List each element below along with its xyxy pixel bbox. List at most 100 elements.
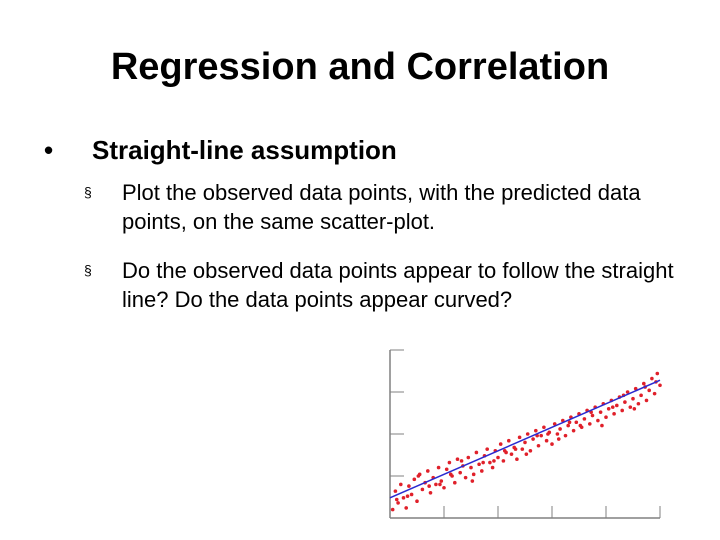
data-point <box>458 470 462 475</box>
data-point <box>523 440 527 445</box>
data-point <box>555 432 560 436</box>
data-point <box>632 407 637 411</box>
data-point <box>517 435 522 440</box>
data-point <box>623 400 627 404</box>
data-point <box>470 479 475 483</box>
data-point <box>396 501 400 505</box>
data-point <box>405 494 410 498</box>
data-point <box>625 390 630 394</box>
data-point <box>642 381 646 386</box>
data-point <box>390 507 395 512</box>
data-point <box>525 432 530 436</box>
data-point <box>598 410 603 414</box>
data-point <box>471 472 476 477</box>
section-sign-bullet-icon: § <box>84 184 92 200</box>
data-point <box>531 437 535 441</box>
data-point <box>496 455 500 460</box>
data-point <box>604 415 608 419</box>
data-point <box>578 423 583 428</box>
section-sign-bullet-icon: § <box>84 262 92 278</box>
data-point <box>633 386 638 391</box>
data-point <box>401 496 406 500</box>
data-point <box>490 465 495 470</box>
data-point <box>588 422 592 426</box>
data-point <box>574 420 579 425</box>
data-point <box>455 457 460 461</box>
data-point <box>658 383 662 388</box>
data-point <box>474 450 479 455</box>
scatter-plot <box>389 349 662 519</box>
data-point <box>571 428 576 433</box>
data-point <box>502 449 507 453</box>
data-point <box>606 407 611 411</box>
data-point <box>459 459 464 463</box>
data-point <box>488 460 492 465</box>
data-point <box>536 443 541 448</box>
data-point <box>404 506 408 510</box>
bullet-text: Straight-line assumption <box>92 135 397 165</box>
data-point <box>439 479 444 483</box>
data-point <box>610 405 615 409</box>
data-point <box>546 432 550 436</box>
data-point <box>636 401 641 406</box>
data-point <box>524 452 529 456</box>
data-point <box>644 398 649 403</box>
data-point <box>567 420 572 425</box>
data-point <box>481 460 485 465</box>
slide-title: Regression and Correlation <box>110 46 610 88</box>
data-point <box>463 475 468 480</box>
data-point <box>428 491 433 495</box>
data-point <box>420 487 425 492</box>
data-point <box>552 422 557 426</box>
data-point <box>412 477 417 482</box>
data-point <box>612 412 616 416</box>
data-point <box>492 459 496 463</box>
data-point <box>509 452 514 456</box>
data-point <box>615 403 619 408</box>
data-point <box>394 497 399 502</box>
data-point <box>556 437 561 441</box>
data-point <box>631 396 635 401</box>
data-point <box>513 447 518 451</box>
data-point <box>444 467 449 472</box>
data-point <box>639 393 643 398</box>
data-point <box>520 447 525 451</box>
data-point <box>427 484 431 488</box>
data-point <box>628 405 633 409</box>
data-point <box>416 474 421 478</box>
data-point <box>426 469 430 473</box>
data-point <box>501 459 506 463</box>
data-point <box>582 417 587 421</box>
data-point <box>409 492 414 497</box>
data-point <box>652 391 657 396</box>
data-point <box>539 433 543 438</box>
data-point <box>407 484 411 488</box>
sub-bullet-text: Plot the observed data points, with the … <box>122 180 641 234</box>
data-point <box>438 482 442 487</box>
data-point <box>466 455 471 460</box>
data-point <box>448 472 453 477</box>
data-point <box>469 465 473 470</box>
data-point <box>528 449 533 453</box>
data-point <box>620 408 624 413</box>
sub-bullet-text: Do the observed data points appear to fo… <box>122 258 674 312</box>
data-point <box>393 489 398 493</box>
data-point <box>534 428 538 433</box>
data-point <box>647 388 651 393</box>
data-point <box>596 418 600 423</box>
data-point <box>399 482 403 487</box>
data-point <box>415 499 419 503</box>
data-point <box>477 462 481 467</box>
bullet-dot-icon: • <box>44 135 54 165</box>
data-point <box>453 480 457 485</box>
data-point <box>544 438 549 443</box>
regression-line <box>389 379 661 499</box>
data-point <box>550 442 554 446</box>
data-point <box>434 482 438 487</box>
data-point <box>507 438 511 443</box>
data-point <box>655 371 660 376</box>
data-point <box>485 447 489 451</box>
data-point <box>447 460 452 465</box>
data-point <box>590 413 595 418</box>
data-point <box>442 485 446 490</box>
